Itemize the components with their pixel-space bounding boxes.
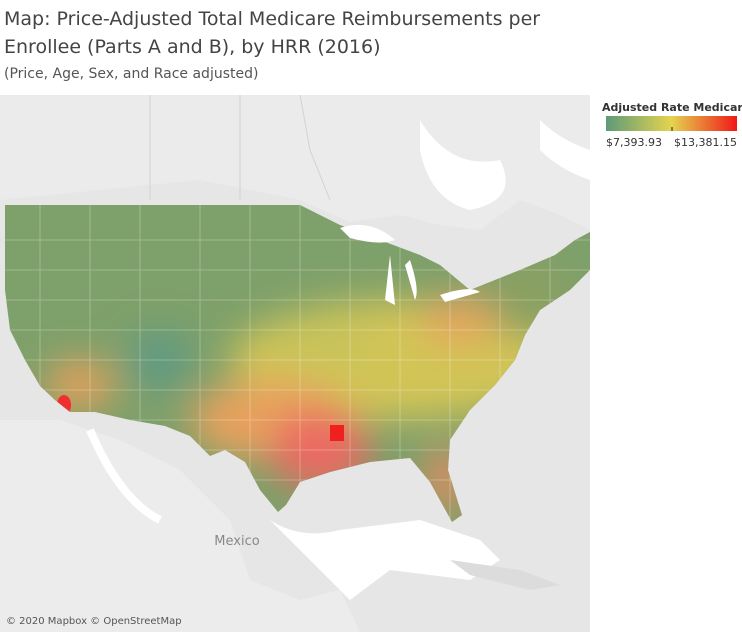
legend-title: Adjusted Rate Medicar.. [602, 101, 742, 114]
title-line: Map: Price-Adjusted Total Medicare Reimb… [4, 8, 541, 30]
title-line: Enrollee (Parts A and B), by HRR (2016) [4, 36, 381, 58]
map-label: Mexico [214, 534, 259, 549]
subtitle: (Price, Age, Sex, and Race adjusted) [4, 66, 259, 82]
attribution: © 2020 Mapbox © OpenStreetMap [6, 616, 182, 627]
great-lakes [340, 224, 480, 305]
legend-gradient [606, 116, 737, 131]
legend-max: $13,381.15 [674, 136, 737, 149]
legend-min: $7,393.93 [606, 136, 662, 149]
